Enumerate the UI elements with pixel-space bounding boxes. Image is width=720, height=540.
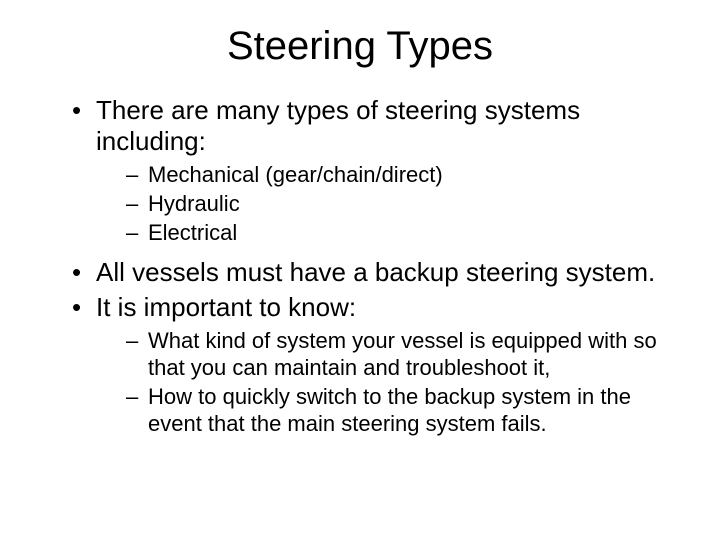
bullet-text: There are many types of steering systems… [96,95,580,156]
sub-text: Hydraulic [148,191,240,216]
bullet-item: There are many types of steering systems… [72,95,684,247]
sub-item: How to quickly switch to the backup syst… [126,384,684,438]
slide: Steering Types There are many types of s… [0,0,720,540]
sub-item: What kind of system your vessel is equip… [126,328,684,382]
sub-item: Hydraulic [126,191,684,218]
sub-text: What kind of system your vessel is equip… [148,328,657,380]
sub-item: Mechanical (gear/chain/direct) [126,162,684,189]
sub-text: Mechanical (gear/chain/direct) [148,162,443,187]
bullet-item: It is important to know: What kind of sy… [72,292,684,438]
slide-title: Steering Types [36,24,684,69]
bullet-list: There are many types of steering systems… [36,95,684,437]
bullet-item: All vessels must have a backup steering … [72,257,684,288]
sub-text: Electrical [148,220,237,245]
sub-list: Mechanical (gear/chain/direct) Hydraulic… [96,162,684,246]
bullet-text: All vessels must have a backup steering … [96,257,655,287]
sub-list: What kind of system your vessel is equip… [96,328,684,437]
bullet-text: It is important to know: [96,292,356,322]
sub-text: How to quickly switch to the backup syst… [148,384,631,436]
sub-item: Electrical [126,220,684,247]
